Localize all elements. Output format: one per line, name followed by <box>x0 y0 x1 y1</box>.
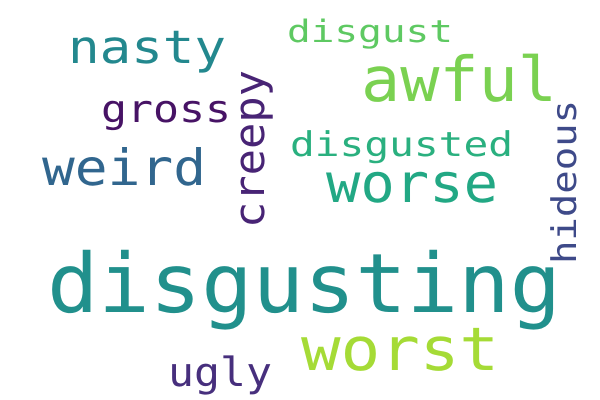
word-hideous: hideous <box>545 100 585 264</box>
word-creepy: creepy <box>225 70 274 228</box>
word-disgusted: disgusted <box>290 125 513 165</box>
word-worse: worse <box>326 152 498 215</box>
word-ugly: ugly <box>168 350 272 396</box>
word-weird: weird <box>42 139 206 197</box>
word-worst: worst <box>301 315 499 385</box>
word-gross: gross <box>101 87 231 131</box>
word-nasty: nasty <box>68 20 226 74</box>
word-disgusting: disgusting <box>47 237 561 332</box>
word-disgust: disgust <box>287 14 453 50</box>
word-awful: awful <box>361 43 557 116</box>
